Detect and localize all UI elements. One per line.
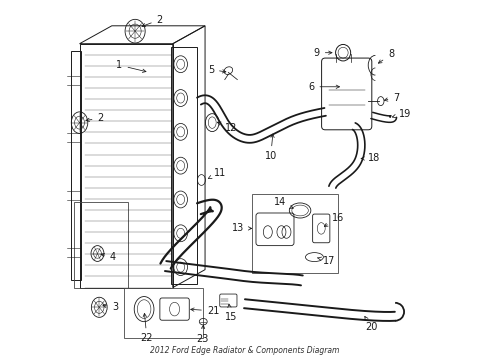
Text: 13: 13	[232, 224, 251, 233]
Text: 16: 16	[324, 213, 344, 226]
Text: 8: 8	[378, 49, 393, 63]
Text: 18: 18	[360, 153, 380, 163]
Text: 5: 5	[207, 64, 225, 75]
Text: 2: 2	[142, 15, 163, 27]
Text: 9: 9	[313, 48, 331, 58]
Text: 6: 6	[307, 82, 339, 92]
Text: 2012 Ford Edge Radiator & Components Diagram: 2012 Ford Edge Radiator & Components Dia…	[149, 346, 339, 355]
Text: 22: 22	[141, 314, 153, 343]
Text: 3: 3	[102, 302, 118, 312]
Text: 4: 4	[101, 252, 116, 262]
Text: 12: 12	[217, 122, 237, 133]
Text: 17: 17	[317, 256, 335, 266]
Text: 21: 21	[190, 306, 219, 316]
Text: 19: 19	[391, 109, 410, 119]
Text: 14: 14	[274, 197, 293, 208]
Text: 23: 23	[196, 325, 208, 344]
Text: 2: 2	[86, 113, 103, 123]
Text: 1: 1	[116, 60, 145, 72]
Text: 10: 10	[264, 134, 276, 161]
Text: 15: 15	[224, 304, 237, 321]
Text: 20: 20	[364, 316, 377, 332]
Text: 7: 7	[384, 93, 399, 103]
Text: 11: 11	[208, 168, 226, 179]
